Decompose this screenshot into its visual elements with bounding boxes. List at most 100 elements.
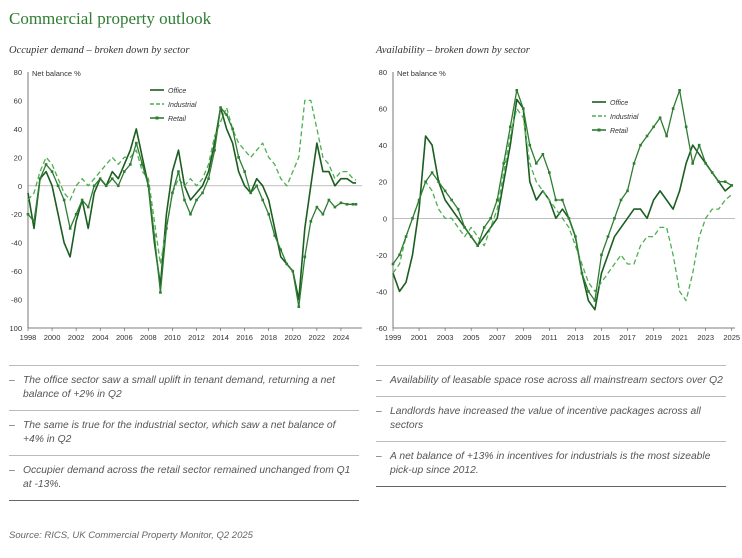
x-tick-label: 2025	[723, 333, 740, 342]
left-note-item: The same is true for the industrial sect…	[9, 410, 359, 455]
series-point-retail	[285, 262, 289, 266]
series-point-retail	[297, 305, 301, 308]
y-tick-label: 60	[379, 105, 387, 114]
series-point-retail	[411, 216, 414, 220]
series-point-retail	[678, 88, 681, 92]
legend-label: Retail	[610, 128, 628, 135]
x-tick-label: 2019	[645, 333, 662, 342]
series-point-retail	[456, 207, 460, 211]
series-point-retail	[665, 134, 668, 138]
series-point-retail	[98, 177, 102, 180]
x-tick-label: 2011	[541, 333, 557, 342]
x-tick-label: 2020	[284, 333, 301, 342]
series-point-retail	[225, 113, 228, 116]
series-point-retail	[129, 163, 132, 166]
series-point-retail	[321, 212, 325, 216]
x-tick-label: 2014	[212, 333, 229, 342]
series-point-retail	[32, 220, 36, 223]
series-point-retail	[691, 162, 694, 165]
x-tick-label: 2006	[116, 333, 133, 342]
left-notes-list: The office sector saw a small uplift in …	[9, 365, 359, 501]
x-tick-label: 2008	[140, 333, 157, 342]
y-tick-label: 80	[379, 68, 387, 77]
x-tick-label: 2017	[619, 333, 636, 342]
series-point-retail	[309, 220, 313, 223]
x-tick-label: 1999	[385, 333, 402, 342]
y-tick-label: -80	[11, 296, 22, 305]
series-point-retail	[600, 253, 603, 257]
series-point-retail	[351, 202, 355, 206]
series-point-retail	[717, 180, 721, 184]
series-point-retail	[339, 201, 343, 205]
x-tick-label: 2015	[593, 333, 610, 342]
series-point-retail	[463, 226, 466, 229]
series-point-retail	[207, 177, 210, 180]
right-notes-list: Availability of leasable space rose acro…	[376, 365, 726, 487]
x-tick-label: 2001	[411, 333, 428, 342]
series-point-retail	[273, 234, 277, 237]
series-point-retail	[165, 227, 168, 230]
series-point-retail	[74, 212, 78, 216]
series-point-retail	[159, 291, 162, 294]
series-point-retail	[104, 184, 108, 188]
series-point-retail	[354, 202, 358, 206]
series-point-retail	[68, 227, 72, 230]
series-point-retail	[171, 191, 174, 195]
series-point-retail	[639, 143, 642, 147]
series-point-retail	[110, 177, 114, 180]
series-point-retail	[201, 191, 204, 195]
series-point-retail	[62, 198, 66, 202]
legend-label: Retail	[168, 116, 186, 123]
legend-marker	[597, 128, 601, 132]
y-axis-label: Net balance %	[32, 69, 81, 78]
x-tick-label: 2021	[671, 333, 688, 342]
series-point-retail	[231, 127, 234, 131]
series-point-retail	[219, 106, 222, 109]
series-point-retail	[645, 134, 649, 138]
series-point-retail	[261, 198, 265, 202]
series-point-retail	[44, 163, 48, 166]
page-title: Commercial property outlook	[9, 9, 212, 28]
series-point-retail	[279, 248, 283, 252]
x-tick-label: 2013	[567, 333, 584, 342]
y-tick-label: 80	[14, 68, 22, 77]
series-point-retail	[554, 198, 558, 202]
series-point-retail	[495, 198, 499, 202]
series-point-retail	[183, 198, 186, 202]
right-chart-subtitle: Availability – broken down by sector	[376, 45, 530, 56]
series-point-retail	[730, 184, 734, 187]
series-point-retail	[508, 125, 512, 129]
x-tick-label: 2003	[437, 333, 454, 342]
series-point-retail	[574, 235, 577, 238]
series-point-retail	[619, 198, 623, 202]
x-tick-label: 2009	[515, 333, 532, 342]
x-tick-label: 2016	[236, 333, 253, 342]
series-point-retail	[704, 162, 707, 165]
y-tick-label: 0	[383, 214, 387, 223]
y-tick-label: -60	[11, 267, 22, 276]
series-point-retail	[652, 125, 655, 129]
left-note-item: The office sector saw a small uplift in …	[9, 365, 359, 410]
x-tick-label: 2000	[44, 333, 61, 342]
series-point-retail	[567, 216, 571, 220]
y-tick-label: -20	[11, 210, 22, 219]
series-point-retail	[135, 141, 138, 145]
legend-label: Office	[610, 100, 628, 107]
series-point-retail	[424, 180, 427, 184]
legend-label: Industrial	[168, 102, 197, 109]
series-point-retail	[580, 271, 584, 275]
series-point-retail	[38, 177, 42, 180]
x-tick-label: 2002	[68, 333, 85, 342]
series-point-retail	[303, 255, 307, 259]
y-tick-label: 40	[379, 141, 387, 150]
series-point-retail	[80, 198, 84, 202]
series-point-retail	[658, 116, 662, 120]
x-tick-label: 2024	[333, 333, 350, 342]
x-tick-label: 2022	[309, 333, 326, 342]
right-note-item: Availability of leasable space rose acro…	[376, 365, 726, 396]
series-point-retail	[541, 152, 545, 156]
series-point-retail	[56, 184, 60, 188]
x-tick-label: 2010	[164, 333, 181, 342]
series-point-retail	[291, 269, 295, 273]
y-tick-label: -40	[11, 239, 22, 248]
